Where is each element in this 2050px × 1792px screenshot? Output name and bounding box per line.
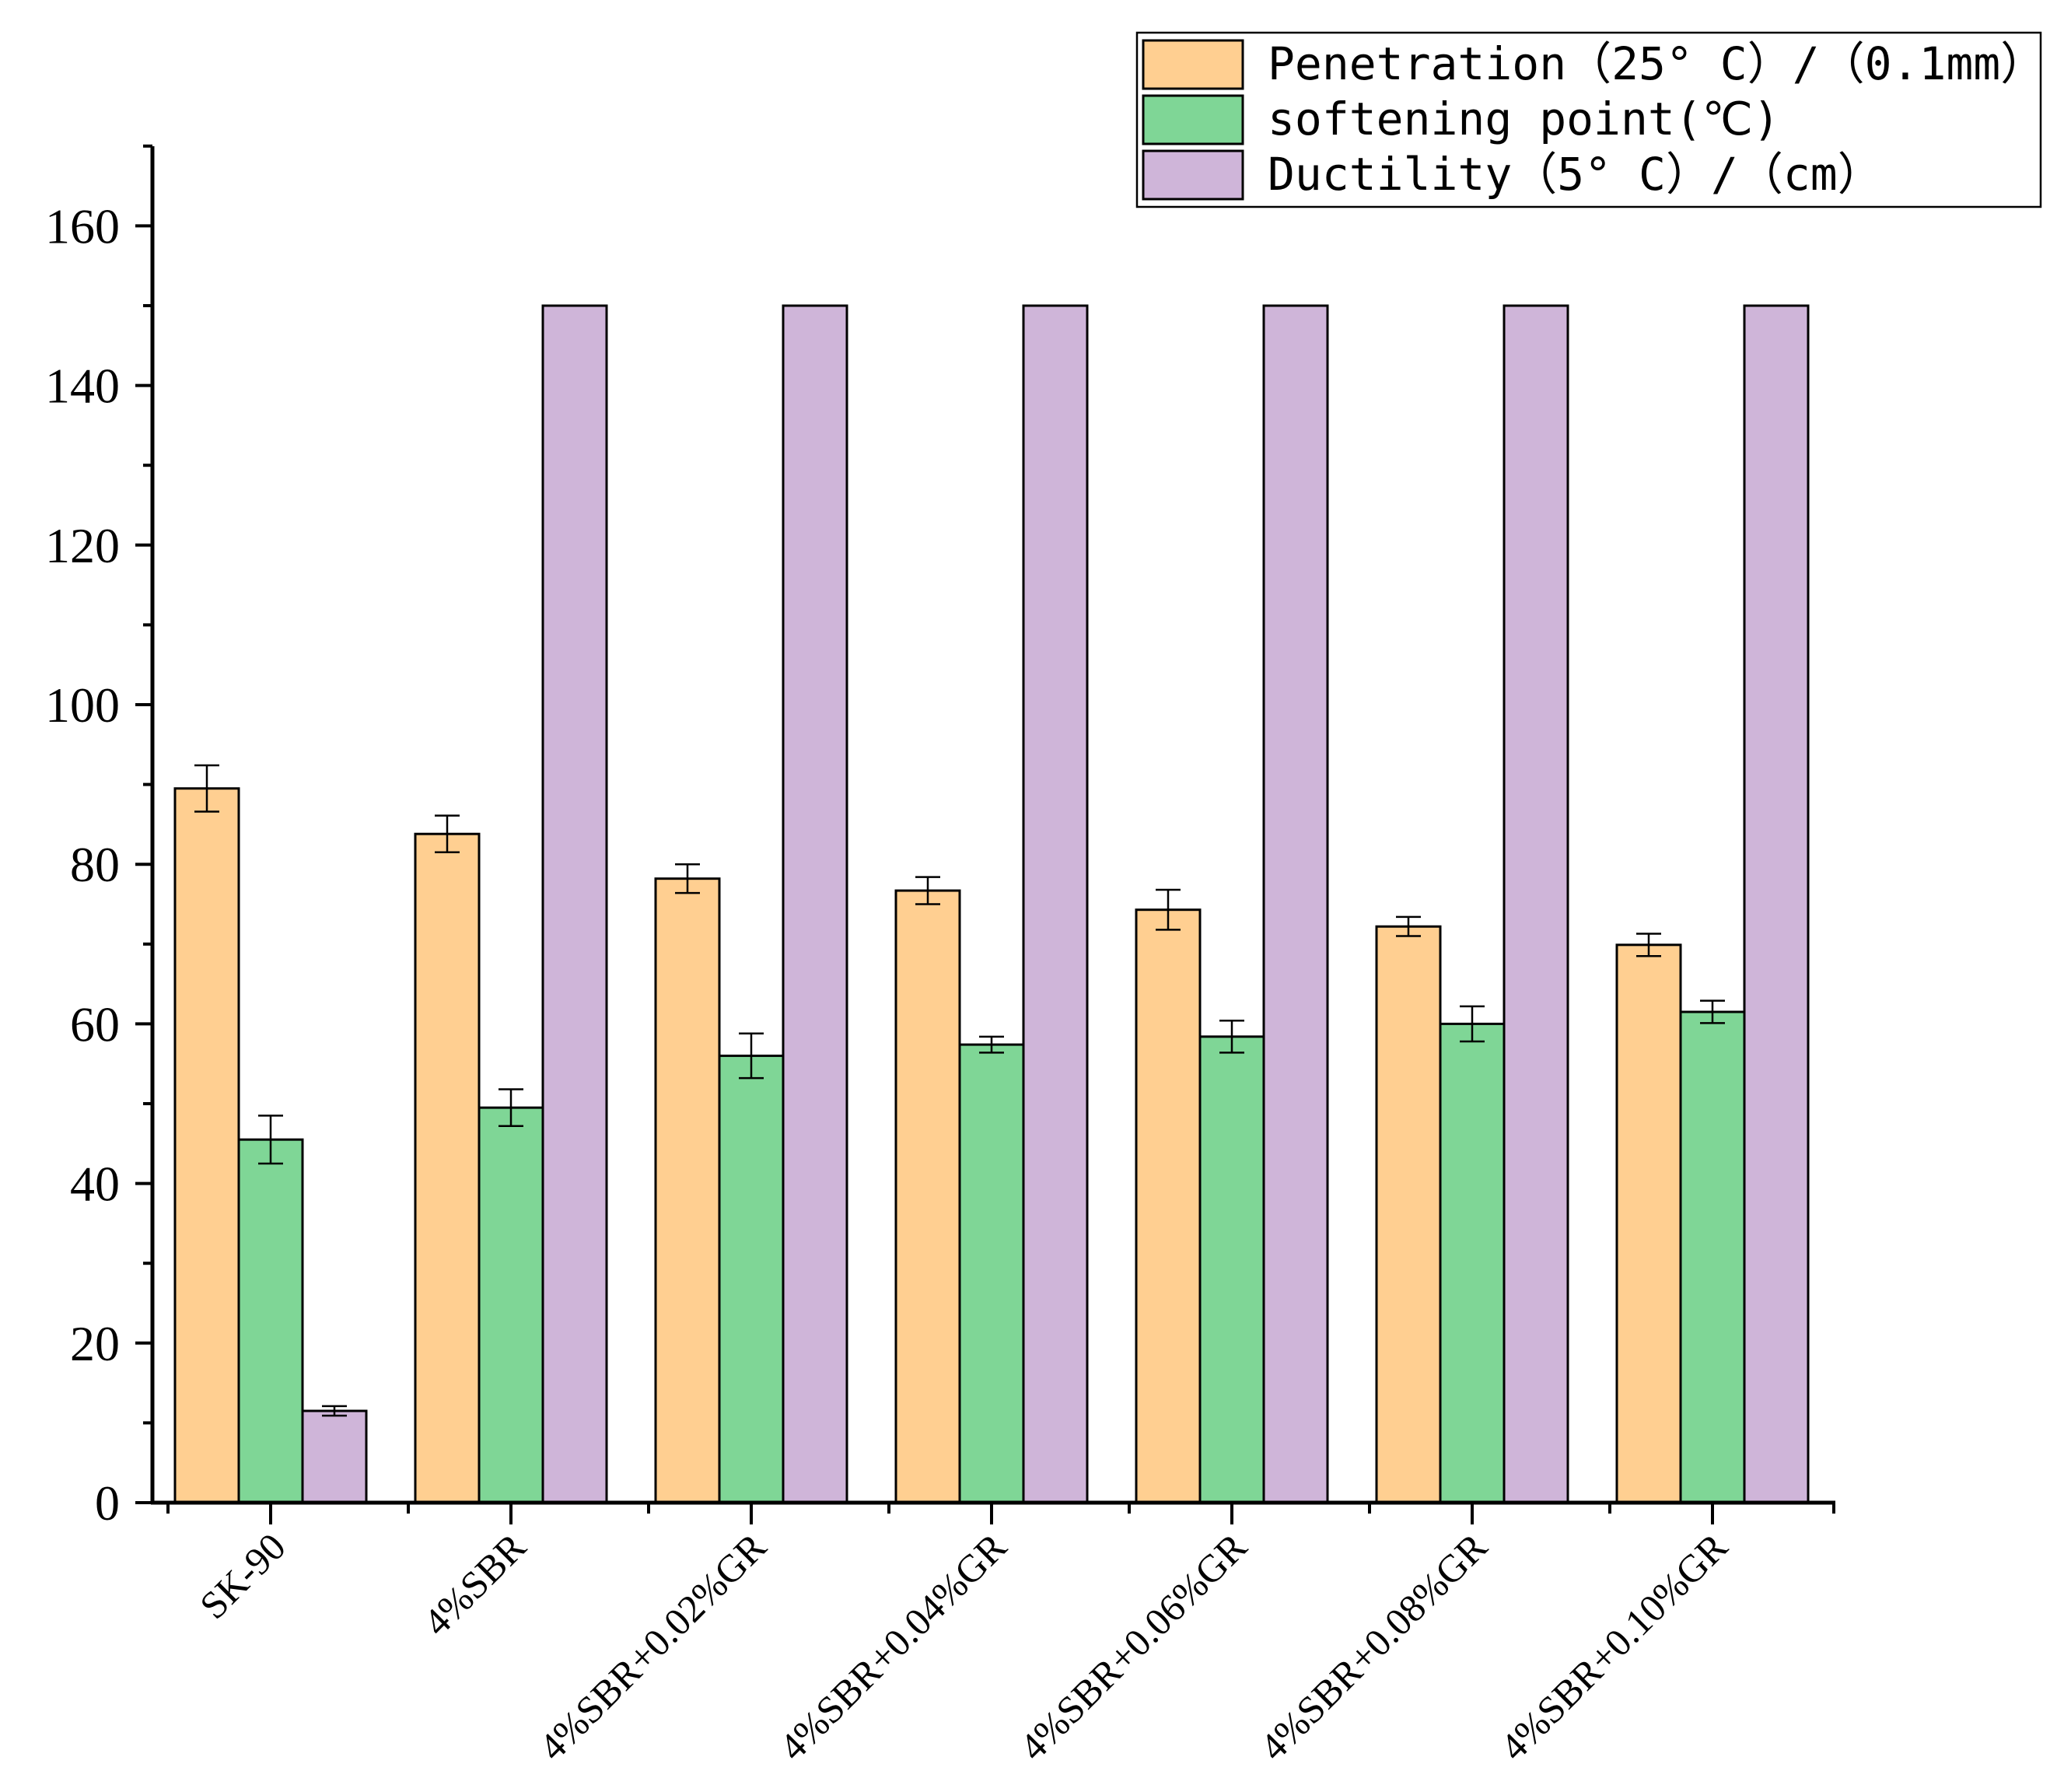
x-category-label: 4%SBR+0.02%GR (530, 1524, 775, 1769)
bar-0-4 (1135, 908, 1202, 1504)
bar-1-1 (478, 1106, 544, 1504)
x-category-label: 4%SBR+0.10%GR (1492, 1524, 1736, 1769)
error-bar-0-0 (194, 764, 219, 813)
bar-1-6 (1679, 1010, 1746, 1504)
bar-2-2 (782, 304, 848, 1504)
bar-1-0 (237, 1138, 304, 1504)
bar-0-5 (1375, 925, 1442, 1504)
error-bar-0-6 (1636, 933, 1661, 957)
error-bar-0-2 (675, 863, 700, 894)
x-category-label: 4%SBR+0.04%GR (771, 1524, 1015, 1769)
legend-item-0: Penetration（25° C）/（0.1mm） (1142, 37, 2045, 90)
y-tick-label: 80 (70, 837, 120, 892)
bar-0-3 (894, 889, 961, 1504)
bar-0-0 (173, 787, 240, 1504)
y-tick-label: 120 (45, 518, 120, 573)
legend-swatch (1142, 39, 1244, 90)
error-bar-0-4 (1156, 888, 1181, 931)
legend-box (1135, 31, 2042, 208)
error-bar-1-6 (1700, 999, 1725, 1024)
bars-layer (173, 304, 1810, 1504)
error-bar-0-3 (915, 876, 940, 905)
error-bar-0-5 (1396, 915, 1421, 937)
legend-item-2: Ductility（5° C）/（cm） (1142, 148, 1883, 201)
error-bar-1-2 (739, 1032, 764, 1080)
legend: Penetration（25° C）/（0.1mm）softening poin… (1135, 31, 2045, 208)
bar-1-2 (718, 1054, 785, 1504)
bar-1-3 (958, 1043, 1025, 1504)
error-bar-2-0 (322, 1405, 347, 1417)
y-tick-label: 140 (45, 359, 120, 414)
bar-2-1 (541, 304, 608, 1504)
error-bar-1-3 (979, 1035, 1004, 1054)
error-bars-layer (194, 764, 1725, 1417)
error-bar-1-5 (1460, 1005, 1485, 1043)
y-tick-label: 60 (70, 996, 120, 1052)
error-bar-1-1 (499, 1088, 523, 1127)
bar-1-4 (1198, 1035, 1265, 1504)
bar-2-0 (301, 1409, 368, 1504)
legend-swatch (1142, 149, 1244, 201)
bar-2-6 (1743, 304, 1810, 1504)
legend-swatch (1142, 94, 1244, 145)
x-category-label: 4%SBR+0.06%GR (1011, 1524, 1255, 1769)
y-tick-label: 20 (70, 1316, 120, 1371)
legend-label: softening point(℃) (1268, 93, 1780, 145)
y-tick-label: 40 (70, 1157, 120, 1212)
y-tick-label: 0 (95, 1475, 120, 1531)
x-category-label: 4%SBR+0.08%GR (1251, 1524, 1496, 1769)
error-bar-1-0 (258, 1115, 283, 1165)
bar-0-2 (654, 877, 721, 1504)
bar-2-4 (1262, 304, 1329, 1504)
error-bar-1-4 (1219, 1020, 1244, 1054)
legend-label: Penetration（25° C）/（0.1mm） (1268, 37, 2045, 90)
x-category-label: 4%SBR (415, 1524, 534, 1644)
bar-0-1 (414, 832, 481, 1504)
legend-label: Ductility（5° C）/（cm） (1268, 148, 1883, 201)
y-tick-label: 160 (45, 198, 120, 254)
bar-0-6 (1615, 943, 1682, 1504)
bar-1-5 (1439, 1022, 1506, 1504)
error-bar-0-1 (435, 814, 460, 854)
legend-item-1: softening point(℃) (1142, 93, 1780, 145)
bar-2-3 (1022, 304, 1089, 1504)
x-category-label: SK-90 (191, 1524, 294, 1627)
y-tick-label: 100 (45, 677, 120, 733)
bar-2-5 (1503, 304, 1569, 1504)
